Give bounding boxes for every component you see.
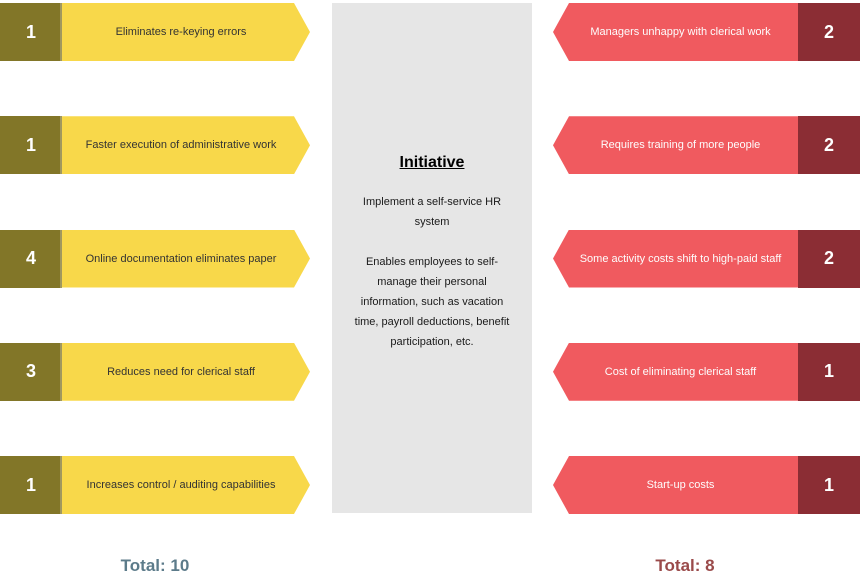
restraining-force-row: Some activity costs shift to high-paid s… bbox=[553, 229, 860, 288]
restraining-force-arrow: Cost of eliminating clerical staff bbox=[553, 342, 798, 401]
restraining-force-arrow: Start-up costs bbox=[553, 456, 798, 514]
driving-force-score-badge: 1 bbox=[0, 3, 62, 61]
driving-force-label: Faster execution of administrative work bbox=[85, 139, 277, 152]
driving-force-row: 1 Faster execution of administrative wor… bbox=[0, 116, 310, 175]
driving-force-row: 1 Eliminates re-keying errors bbox=[0, 3, 310, 61]
restraining-force-score-badge: 1 bbox=[798, 342, 860, 401]
restraining-force-score-badge: 1 bbox=[798, 456, 860, 514]
restraining-force-label: Managers unhappy with clerical work bbox=[590, 26, 771, 38]
driving-force-score-badge: 1 bbox=[0, 456, 62, 514]
restraining-total: Total: 8 bbox=[655, 556, 715, 575]
restraining-force-row: Cost of eliminating clerical staff 1 bbox=[553, 342, 860, 401]
driving-force-arrow: Online documentation eliminates paper bbox=[62, 230, 310, 288]
restraining-force-arrow: Requires training of more people bbox=[553, 116, 798, 175]
driving-force-label: Increases control / auditing capabilitie… bbox=[86, 479, 276, 491]
initiative-summary: Implement a self-service HR system bbox=[362, 196, 502, 228]
restraining-force-row: Managers unhappy with clerical work 2 bbox=[553, 3, 860, 61]
restraining-force-row: Start-up costs 1 bbox=[553, 456, 860, 514]
restraining-force-row: Requires training of more people 2 bbox=[553, 116, 860, 175]
restraining-force-label: Cost of eliminating clerical staff bbox=[604, 365, 757, 378]
driving-force-arrow: Eliminates re-keying errors bbox=[62, 3, 310, 61]
restraining-force-arrow: Managers unhappy with clerical work bbox=[553, 3, 798, 61]
driving-force-label: Reduces need for clerical staff bbox=[107, 365, 255, 378]
restraining-force-score-badge: 2 bbox=[798, 3, 860, 61]
driving-force-score-badge: 4 bbox=[0, 229, 62, 288]
driving-force-arrow: Faster execution of administrative work bbox=[62, 116, 310, 174]
restraining-force-arrow: Some activity costs shift to high-paid s… bbox=[553, 229, 798, 288]
driving-force-score-badge: 1 bbox=[0, 116, 62, 175]
restraining-force-label: Requires training of more people bbox=[600, 139, 761, 152]
driving-force-row: 3 Reduces need for clerical staff bbox=[0, 342, 310, 401]
restraining-force-label: Start-up costs bbox=[646, 479, 715, 491]
driving-force-arrow: Increases control / auditing capabilitie… bbox=[62, 456, 310, 514]
driving-forces-column: 1 Eliminates re-keying errors 1 Faster e… bbox=[0, 3, 310, 514]
driving-force-row: 4 Online documentation eliminates paper bbox=[0, 229, 310, 288]
initiative-title: Initiative bbox=[399, 154, 465, 171]
driving-force-label: Eliminates re-keying errors bbox=[115, 26, 247, 38]
initiative-description: Enables employees to self-manage their p… bbox=[354, 256, 510, 348]
restraining-force-score-badge: 2 bbox=[798, 229, 860, 288]
driving-total: Total: 10 bbox=[120, 556, 190, 575]
restraining-force-score-badge: 2 bbox=[798, 116, 860, 175]
driving-force-arrow: Reduces need for clerical staff bbox=[62, 343, 310, 401]
restraining-forces-column: Managers unhappy with clerical work 2 Re… bbox=[553, 3, 860, 514]
driving-force-label: Online documentation eliminates paper bbox=[85, 252, 277, 265]
restraining-force-label: Some activity costs shift to high-paid s… bbox=[579, 252, 782, 265]
driving-force-score-badge: 3 bbox=[0, 342, 62, 401]
initiative-box: Initiative Implement a self-service HR s… bbox=[332, 3, 532, 513]
driving-force-row: 1 Increases control / auditing capabilit… bbox=[0, 456, 310, 514]
